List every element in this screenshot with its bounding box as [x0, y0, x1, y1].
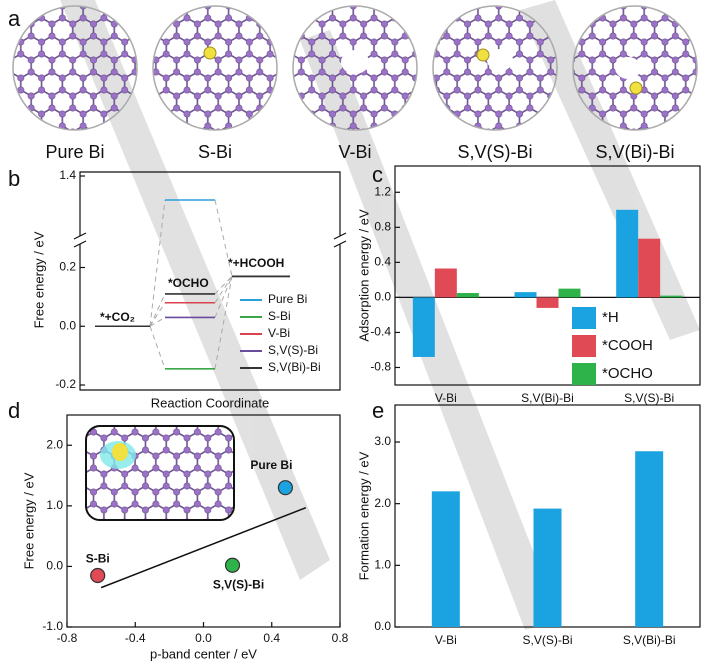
x-tick-label: 0.8 [332, 631, 349, 645]
structure-label: S,V(S)-Bi [457, 142, 532, 162]
y-tick-label: -0.8 [370, 360, 391, 374]
y-tick-label: -0.4 [370, 325, 391, 339]
legend-swatch [572, 335, 596, 357]
structure-label: S,V(Bi)-Bi [595, 142, 674, 162]
point-label: S,V(S)-Bi [213, 577, 264, 591]
x-tick-label: -0.8 [57, 631, 78, 645]
y-axis-label: Free energy / eV [31, 231, 46, 328]
y-tick-label: 0.2 [59, 260, 76, 274]
axis-break [73, 232, 87, 248]
y-tick-label: 0.0 [374, 290, 391, 304]
state-label: *+CO₂ [100, 310, 135, 324]
structure-label: V-Bi [338, 142, 371, 162]
legend-swatch [572, 363, 596, 385]
bar [514, 292, 537, 298]
bar [616, 209, 639, 298]
legend-label: Pure Bi [268, 292, 307, 306]
y-tick-label: 0.0 [59, 318, 76, 332]
y-tick-label: 1.4 [59, 168, 76, 182]
connector [149, 199, 166, 327]
y-tick-label: 1.2 [374, 184, 391, 198]
x-axis-label: p-band center / eV [150, 646, 257, 661]
connector [149, 317, 166, 327]
y-axis-label: Formation energy / eV [356, 451, 371, 580]
y-tick-label: 3.0 [374, 434, 391, 448]
legend-label: *COOH [602, 337, 653, 354]
connector [149, 293, 166, 327]
connector [214, 275, 233, 295]
y-tick-label: 1.0 [374, 558, 391, 572]
y-tick-label: 2.0 [374, 496, 391, 510]
x-tick-label: S,V(S)-Bi [522, 633, 572, 647]
y-tick-label: 0.0 [46, 559, 63, 573]
state-label: *OCHO [168, 276, 209, 290]
legend-label: *H [602, 309, 619, 326]
state-label: *+HCOOH [228, 256, 284, 270]
legend-label: *OCHO [602, 365, 653, 382]
x-axis-label: Reaction Coordinate [151, 395, 270, 410]
frame [79, 171, 341, 391]
inset [85, 425, 235, 521]
x-tick-label: S,V(Bi)-Bi [623, 633, 676, 647]
panel-label: d [8, 398, 20, 423]
structures [12, 5, 698, 131]
axis-break [333, 232, 347, 248]
y-tick-label: -1.0 [42, 619, 63, 633]
connector [214, 276, 233, 318]
x-tick-label: V-Bi [435, 633, 457, 647]
bar [431, 491, 460, 627]
point [224, 557, 241, 573]
panel-label: b [8, 166, 20, 191]
bar [558, 288, 581, 298]
y-tick-label: 2.0 [46, 437, 63, 451]
frame [394, 165, 701, 386]
connector [214, 199, 233, 277]
x-tick-label: S,V(S)-Bi [624, 391, 674, 405]
connector [149, 302, 166, 327]
bar [412, 297, 435, 357]
structure-label: S-Bi [198, 142, 232, 162]
panel-label: c [372, 162, 383, 187]
legend-label: V-Bi [268, 326, 290, 340]
fit-line [100, 506, 307, 589]
bar [635, 451, 664, 627]
panel-label: a [8, 6, 21, 31]
x-tick-label: 0.0 [195, 631, 212, 645]
point-label: Pure Bi [250, 458, 292, 472]
x-tick-label: -0.4 [125, 631, 146, 645]
x-tick-label: V-Bi [435, 391, 457, 405]
y-tick-label: 0.4 [374, 255, 391, 269]
connector [214, 276, 233, 369]
point-label: S-Bi [86, 552, 110, 566]
point [90, 567, 106, 584]
y-axis-label: Free energy / eV [21, 472, 36, 569]
y-axis-label: Adsorption energy / eV [356, 209, 371, 342]
x-tick-label: S,V(Bi)-Bi [521, 391, 574, 405]
y-tick-label: 0.8 [374, 219, 391, 233]
structure-label: Pure Bi [45, 142, 104, 162]
bar [434, 268, 457, 298]
legend-swatch [572, 307, 596, 329]
y-tick-label: 0.0 [374, 619, 391, 633]
bar [536, 297, 559, 308]
bar [456, 293, 479, 298]
y-tick-label: 1.0 [46, 498, 63, 512]
legend-label: S-Bi [268, 309, 291, 323]
bar [638, 238, 661, 298]
bar [533, 508, 562, 627]
connector [214, 276, 233, 304]
bar [660, 295, 683, 298]
y-tick-label: -0.2 [55, 377, 76, 391]
point [277, 480, 293, 496]
panel-label: e [372, 398, 384, 423]
legend-label: S,V(Bi)-Bi [268, 360, 321, 374]
x-tick-label: 0.4 [263, 631, 280, 645]
legend-label: S,V(S)-Bi [268, 343, 318, 357]
connector [149, 326, 166, 370]
